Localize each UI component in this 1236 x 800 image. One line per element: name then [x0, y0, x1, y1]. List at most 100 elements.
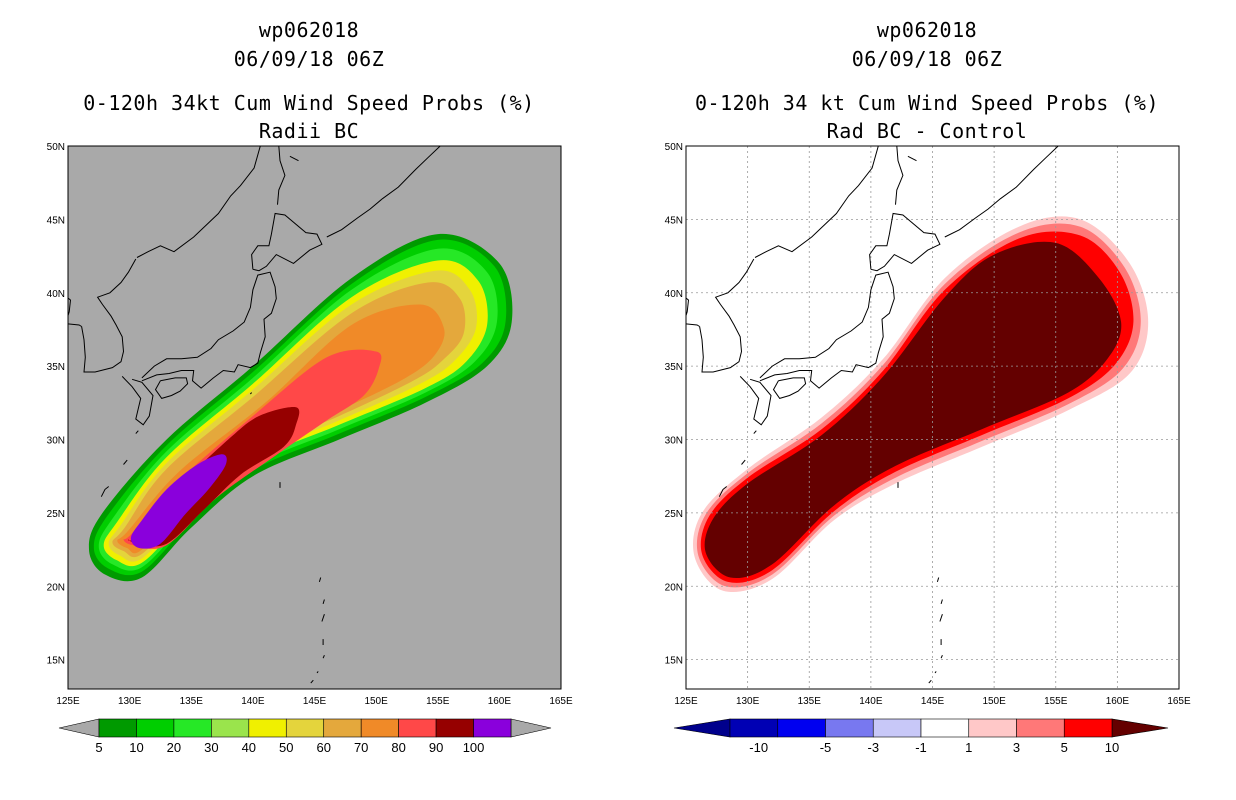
storm-id-label: wp062018 — [876, 18, 978, 42]
colorbar-segment — [1016, 718, 1065, 738]
coastline — [316, 671, 319, 674]
colorbar-segment — [323, 718, 362, 738]
grid-lines — [686, 146, 1179, 689]
colorbar-label: 60 — [316, 740, 330, 755]
lon-tick-label: 145E — [303, 696, 327, 707]
map-chart: 125E 130E 135E 140E 145E 150E 155E 160E 165E 15N 2… — [47, 142, 573, 755]
chart-title: 0-120h 34 kt Cum Wind Speed Probs (%) — [694, 91, 1160, 115]
coastline — [936, 577, 940, 583]
lat-tick-label: 20N — [665, 582, 683, 593]
colorbar-label: 100 — [463, 740, 485, 755]
lat-tick-label: 20N — [47, 582, 65, 593]
colorbar-segment — [211, 718, 250, 738]
lat-tick-label: 30N — [47, 436, 65, 447]
colorbar-under-triangle — [673, 718, 731, 738]
colorbar-label: 20 — [167, 740, 181, 755]
coastlines — [686, 146, 1059, 684]
coastline — [759, 271, 895, 389]
coastline — [251, 212, 323, 272]
lon-tick-label: 145E — [921, 696, 945, 707]
map-chart: 125E 130E 135E 140E 145E 150E 155E 160E 165E 15N 2… — [665, 142, 1191, 755]
contour-90 — [130, 454, 227, 549]
map-frame — [67, 145, 562, 690]
lon-tick-label: 150E — [982, 696, 1006, 707]
colorbar-label: -10 — [749, 740, 768, 755]
probability-contours — [88, 233, 513, 582]
chart-subtitle: Radii BC — [258, 119, 360, 143]
colorbar-segment — [173, 718, 212, 738]
coastline — [321, 614, 325, 622]
colorbar-segment — [1063, 718, 1113, 738]
colorbar-label: 90 — [429, 740, 443, 755]
panel-rad-bc-control: wp062018 06/09/18 06Z 0-120h 34 kt Cum W… — [618, 0, 1236, 800]
colorbar-segment — [825, 718, 874, 738]
colorbar-segment — [248, 718, 287, 738]
chart-title: 0-120h 34kt Cum Wind Speed Probs (%) — [83, 91, 535, 115]
lat-tick-label: 35N — [665, 362, 683, 373]
lat-tick-label: 45N — [47, 215, 65, 226]
coastline — [754, 146, 879, 258]
colorbar-segment — [398, 718, 437, 738]
lon-tick-label: 155E — [426, 696, 450, 707]
coastline — [123, 459, 128, 465]
colorbar-segment — [920, 718, 970, 738]
colorbar-label: -5 — [820, 740, 832, 755]
coastline — [718, 486, 728, 497]
colorbar-label: 10 — [1105, 740, 1119, 755]
lat-tick-label: 30N — [665, 436, 683, 447]
lon-tick-label: 160E — [1106, 696, 1130, 707]
coastline — [940, 599, 943, 605]
colorbar-segment — [136, 718, 175, 738]
colorbar-segment — [473, 718, 512, 738]
colorbar-segment — [729, 718, 779, 738]
lon-tick-label: 125E — [674, 696, 698, 707]
coastline — [68, 297, 82, 327]
colorbar-segment — [435, 718, 474, 738]
coastline — [289, 155, 299, 162]
contour-10 — [704, 241, 1122, 579]
colorbar-segment — [777, 718, 826, 738]
colorbar-segment — [285, 718, 325, 738]
colorbar: -10 -5 -3 -1 1 3 5 10 — [673, 718, 1169, 755]
lon-tick-label: 165E — [1167, 696, 1191, 707]
probability-contours — [692, 216, 1149, 593]
coastline — [772, 377, 807, 399]
coastline — [907, 155, 917, 162]
lon-tick-label: 130E — [118, 696, 142, 707]
coastline — [869, 212, 941, 272]
colorbar-segment — [872, 718, 922, 738]
lat-tick-label: 15N — [47, 656, 65, 667]
colorbar-label: 80 — [391, 740, 405, 755]
coastline — [121, 376, 154, 426]
colorbar-label: -3 — [868, 740, 880, 755]
lon-tick-label: 140E — [241, 696, 265, 707]
coastline — [250, 392, 252, 395]
chart-subtitle: Rad BC - Control — [826, 119, 1028, 143]
colorbar-label: 10 — [129, 740, 143, 755]
colorbar-label: 5 — [1061, 740, 1068, 755]
colorbar-segment — [360, 718, 399, 738]
coastline — [934, 671, 937, 674]
colorbar: 5 10 20 30 40 50 60 70 80 90 100 — [58, 718, 552, 755]
lon-tick-label: 125E — [56, 696, 80, 707]
colorbar-segment — [968, 718, 1017, 738]
colorbar-label: 1 — [965, 740, 972, 755]
coastline — [928, 679, 932, 684]
coastline — [940, 655, 943, 659]
colorbar-label: 5 — [95, 740, 102, 755]
lat-tick-label: 15N — [665, 656, 683, 667]
coastline — [686, 297, 700, 327]
coastline — [739, 376, 772, 426]
lon-tick-label: 140E — [859, 696, 883, 707]
lat-tick-label: 50N — [665, 142, 683, 153]
coastline — [154, 377, 189, 399]
colorbar-label: -1 — [915, 740, 927, 755]
lon-tick-label: 165E — [549, 696, 573, 707]
lon-tick-label: 135E — [180, 696, 204, 707]
lat-tick-label: 25N — [47, 509, 65, 520]
coastline — [141, 271, 277, 389]
colorbar-label: 30 — [204, 740, 218, 755]
colorbar-over-triangle — [1111, 718, 1169, 738]
coastline — [310, 679, 314, 684]
lon-tick-label: 160E — [488, 696, 512, 707]
